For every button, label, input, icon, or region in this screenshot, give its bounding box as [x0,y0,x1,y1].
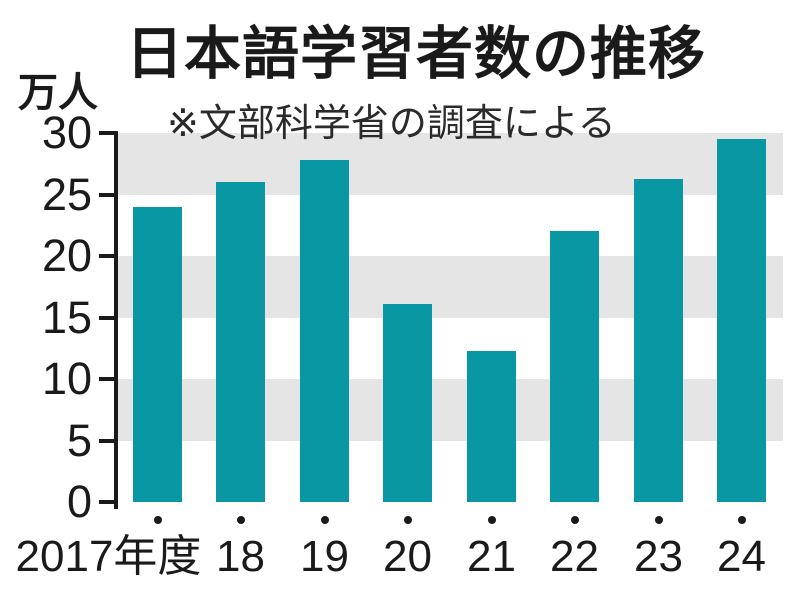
x-axis-label: 24 [717,532,766,581]
y-axis-tick-label: 25 [41,168,92,220]
y-axis-tick-label: 30 [41,107,92,158]
bar-20 [383,303,432,502]
y-axis-tick [99,377,116,381]
chart-title: 日本語学習者数の推移 [126,22,706,86]
x-axis-dot [236,516,245,524]
x-axis-label: 20 [383,532,432,581]
bar-24 [717,139,766,502]
x-axis-dot [403,516,412,524]
y-axis-tick-label: 15 [41,291,92,343]
y-axis-tick-label: 10 [41,353,92,404]
y-axis-tick [99,500,116,504]
y-axis-line [114,131,118,509]
y-axis-tick-label: 5 [66,414,92,466]
x-axis-dot [737,516,746,524]
x-axis-label: 2017年度 [15,532,202,581]
x-axis-label: 18 [216,532,265,581]
bar-22 [550,231,599,502]
y-axis-tick [99,438,116,443]
y-axis-tick-label: 20 [41,230,92,281]
y-axis-tick [99,192,116,197]
x-axis-label: 19 [300,532,349,581]
y-axis-unit-label: 万人 [18,71,98,115]
y-axis-tick [99,315,116,320]
x-axis-dot [320,516,329,524]
bar-19 [300,160,349,502]
x-axis-dot [487,516,496,524]
source-note: ※文部科学省の調査による [167,103,616,145]
x-axis-label: 23 [634,532,683,581]
x-axis-dot [570,516,579,524]
x-axis-dot [153,516,162,524]
bar-21 [467,350,516,502]
y-axis-tick-label: 0 [66,476,92,527]
x-axis-label: 21 [467,532,516,581]
x-axis-label: 22 [550,532,599,581]
bar-23 [634,178,683,502]
y-axis-tick [99,254,116,258]
bar-18 [216,182,265,502]
y-axis-tick [99,131,116,135]
bar-2017年度 [133,206,182,502]
x-axis-dot [654,516,663,524]
